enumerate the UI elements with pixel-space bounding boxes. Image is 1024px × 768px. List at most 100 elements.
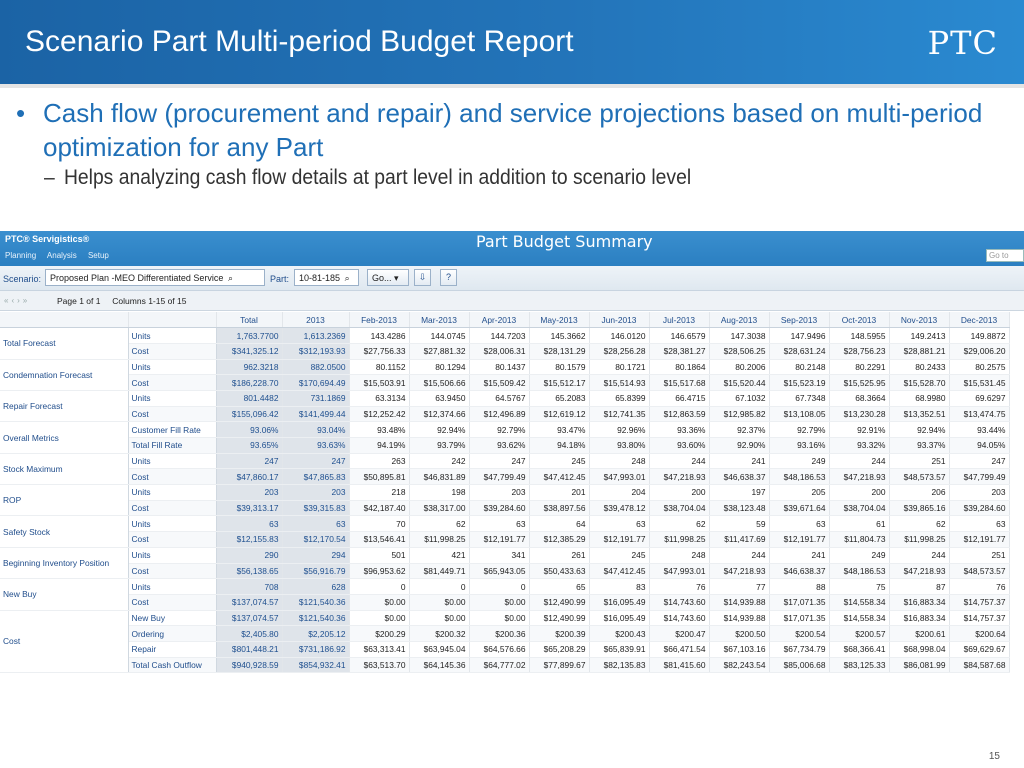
table-cell: 93.79% <box>409 437 470 454</box>
column-header[interactable]: Jul-2013 <box>649 312 710 329</box>
table-cell: $46,638.37 <box>709 468 770 486</box>
part-select[interactable]: 10-81-185 ⌕ <box>294 269 359 286</box>
table-cell: $16,883.34 <box>889 594 950 611</box>
corner-cell <box>128 312 217 329</box>
column-header[interactable]: Total <box>216 312 283 329</box>
table-cell: $65,208.29 <box>529 641 590 658</box>
table-cell: 80.1721 <box>589 359 650 376</box>
table-cell: $11,804.73 <box>829 531 890 548</box>
table-cell: 249 <box>769 453 830 470</box>
column-header[interactable]: Jun-2013 <box>589 312 650 329</box>
table-cell: 80.2291 <box>829 359 890 376</box>
table-cell: $0.00 <box>409 610 470 627</box>
column-header[interactable]: Oct-2013 <box>829 312 890 329</box>
table-cell: 80.1294 <box>409 359 470 376</box>
page-number: 15 <box>988 751 1000 762</box>
help-button[interactable]: ? <box>440 269 457 286</box>
export-button[interactable]: ⇩ <box>414 269 431 286</box>
table-cell: 64 <box>529 515 590 533</box>
scenario-value: Proposed Plan -MEO Differentiated Servic… <box>50 273 224 283</box>
table-cell: $63,945.04 <box>409 641 470 658</box>
column-header[interactable]: Nov-2013 <box>889 312 950 329</box>
table-cell: $200.61 <box>889 625 950 642</box>
metric-label: Units <box>128 547 217 564</box>
table-cell: 93.47% <box>529 421 590 438</box>
table-cell: 80.2433 <box>889 359 950 376</box>
column-header[interactable]: Apr-2013 <box>469 312 530 329</box>
table-cell: $15,520.44 <box>709 374 770 391</box>
table-cell: 203 <box>469 484 530 501</box>
bullet-main-text: Cash flow (procurement and repair) and s… <box>43 98 983 162</box>
table-cell: 92.91% <box>829 421 890 438</box>
column-header[interactable]: Sep-2013 <box>769 312 830 329</box>
table-cell: 62 <box>409 515 470 533</box>
menu-item-analysis[interactable]: Analysis <box>46 251 77 260</box>
table-cell: 88 <box>769 578 830 595</box>
column-header[interactable]: Dec-2013 <box>949 312 1010 329</box>
table-cell: 94.19% <box>349 437 410 454</box>
app-menu: Planning Analysis Setup <box>5 251 118 260</box>
table-cell: 93.80% <box>589 437 650 454</box>
table-row: Ordering $2,405.80 $2,205.12 $200.29 $200.32… <box>0 625 1010 642</box>
table-cell: $28,631.24 <box>769 343 830 360</box>
table-cell: 200 <box>829 484 890 501</box>
table-cell: $12,191.77 <box>469 531 530 548</box>
table-cell: $28,006.31 <box>469 343 530 360</box>
table-cell: 147.9496 <box>769 327 830 344</box>
table-cell: 63.9450 <box>409 390 470 407</box>
table-cell: 200 <box>649 484 710 501</box>
menu-item-setup[interactable]: Setup <box>87 251 109 260</box>
metric-label: Repair <box>128 641 217 658</box>
download-icon: ⇩ <box>418 272 427 282</box>
table-cell: 145.3662 <box>529 327 590 344</box>
table-cell: 201 <box>529 484 590 501</box>
table-cell: 80.1579 <box>529 359 590 376</box>
column-header[interactable]: 2013 <box>282 312 350 329</box>
table-cell: 67.1032 <box>709 390 770 407</box>
table-row: Cost $341,325.12 $312,193.93 $27,756.33 $27,… <box>0 343 1010 360</box>
table-cell: $38,704.04 <box>649 500 710 517</box>
table-cell: 203 <box>216 484 283 501</box>
table-cell: $186,228.70 <box>216 374 283 391</box>
column-header[interactable]: Mar-2013 <box>409 312 470 329</box>
table-cell: $12,191.77 <box>589 531 650 548</box>
goto-input[interactable]: Go to <box>986 249 1024 262</box>
table-row: Cost $186,228.70 $170,694.49 $15,503.91 $15,… <box>0 374 1010 391</box>
table-cell: $121,540.36 <box>282 610 350 627</box>
table-cell: 628 <box>282 578 350 595</box>
table-cell: $64,777.02 <box>469 657 530 674</box>
table-cell: $47,860.17 <box>216 468 283 486</box>
table-cell: 93.60% <box>649 437 710 454</box>
table-cell: 244 <box>889 547 950 564</box>
toolbar: Scenario: Proposed Plan -MEO Differentia… <box>0 266 1024 291</box>
column-header[interactable]: Aug-2013 <box>709 312 770 329</box>
table-cell: 93.06% <box>216 421 283 438</box>
table-cell: 93.48% <box>349 421 410 438</box>
pager-nav-icons[interactable]: «‹›» <box>4 296 31 305</box>
table-cell: $39,478.12 <box>589 500 650 517</box>
table-row: Repair Forecast Units 801.4482 731.1869 63.3… <box>0 390 1010 423</box>
table-cell: 65.8399 <box>589 390 650 407</box>
column-header[interactable]: Feb-2013 <box>349 312 410 329</box>
pager: «‹›» Page 1 of 1 Columns 1-15 of 15 <box>0 291 1024 311</box>
table-cell: $200.32 <box>409 625 470 642</box>
scenario-select[interactable]: Proposed Plan -MEO Differentiated Servic… <box>45 269 265 286</box>
table-cell: $82,243.54 <box>709 657 770 674</box>
pager-columns: Columns 1-15 of 15 <box>112 296 187 306</box>
table-cell: $2,405.80 <box>216 625 283 642</box>
table-cell: $13,474.75 <box>949 406 1010 423</box>
menu-item-planning[interactable]: Planning <box>5 251 37 260</box>
go-button[interactable]: Go... ▾ <box>367 269 409 286</box>
table-cell: $12,490.99 <box>529 594 590 611</box>
table-cell: 341 <box>469 547 530 564</box>
table-cell: 962.3218 <box>216 359 283 376</box>
table-cell: 251 <box>949 547 1010 564</box>
table-cell: 87 <box>889 578 950 595</box>
table-cell: $14,757.37 <box>949 610 1010 627</box>
table-cell: 70 <box>349 515 410 533</box>
table-cell: $12,191.77 <box>949 531 1010 548</box>
table-cell: $28,881.21 <box>889 343 950 360</box>
search-icon: ⌕ <box>227 273 233 283</box>
column-header[interactable]: May-2013 <box>529 312 590 329</box>
